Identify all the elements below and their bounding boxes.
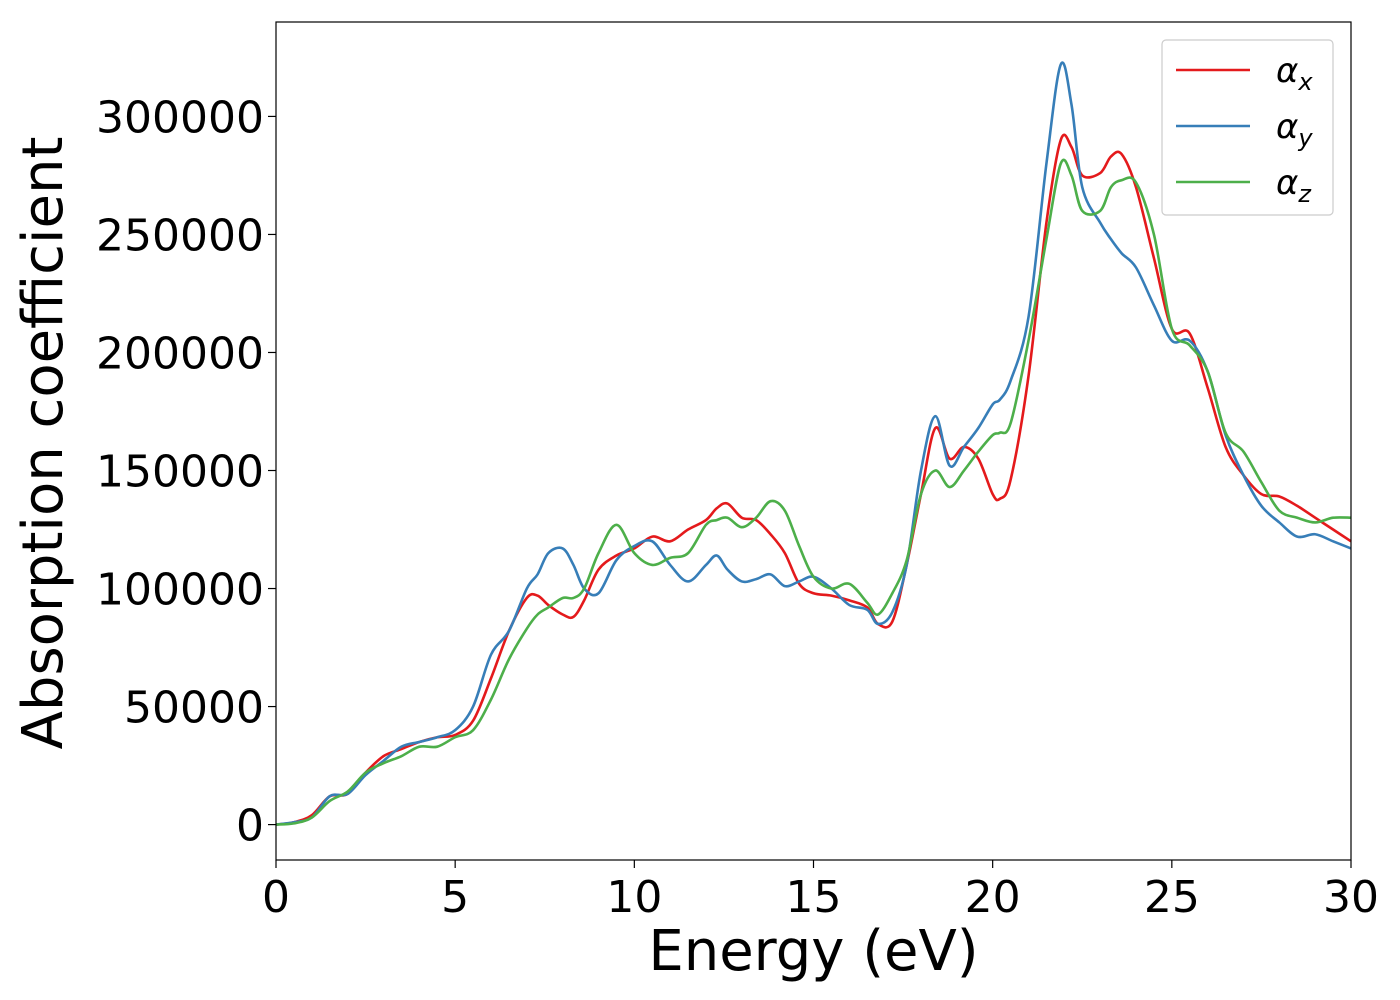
- x-tick-label: 30: [1323, 872, 1379, 923]
- y-tick-label: 300000: [96, 92, 264, 143]
- y-tick-label: 200000: [96, 328, 264, 379]
- x-tick-label: 15: [786, 872, 842, 923]
- series-line-x: [275, 133, 1352, 826]
- legend-label-y: αy: [1276, 107, 1313, 152]
- legend: αx αy αz: [1161, 39, 1334, 216]
- y-tick-label: 0: [236, 801, 264, 852]
- legend-box: [1161, 39, 1334, 216]
- legend-label-z: αz: [1276, 163, 1312, 208]
- y-tick-label: 250000: [96, 210, 264, 261]
- x-axis: 0 5 10 15 20 25 30: [262, 860, 1379, 923]
- y-tick-label: 50000: [124, 683, 264, 734]
- y-tick-label: 150000: [96, 447, 264, 498]
- x-tick-label: 5: [441, 872, 469, 923]
- y-axis: 0 50000 100000 150000 200000 250000 300000: [96, 92, 276, 852]
- y-tick-label: 100000: [96, 565, 264, 616]
- x-tick-label: 10: [606, 872, 662, 923]
- x-tick-label: 20: [965, 872, 1021, 923]
- series-layer: [275, 61, 1352, 826]
- series-line-y: [275, 61, 1352, 826]
- x-axis-title: Energy (eV): [648, 919, 978, 984]
- series-line-z: [275, 158, 1352, 826]
- legend-label-x: αx: [1276, 51, 1313, 96]
- x-tick-label: 0: [262, 872, 290, 923]
- y-axis-title: Absorption coefficient: [11, 137, 76, 750]
- x-tick-label: 25: [1144, 872, 1200, 923]
